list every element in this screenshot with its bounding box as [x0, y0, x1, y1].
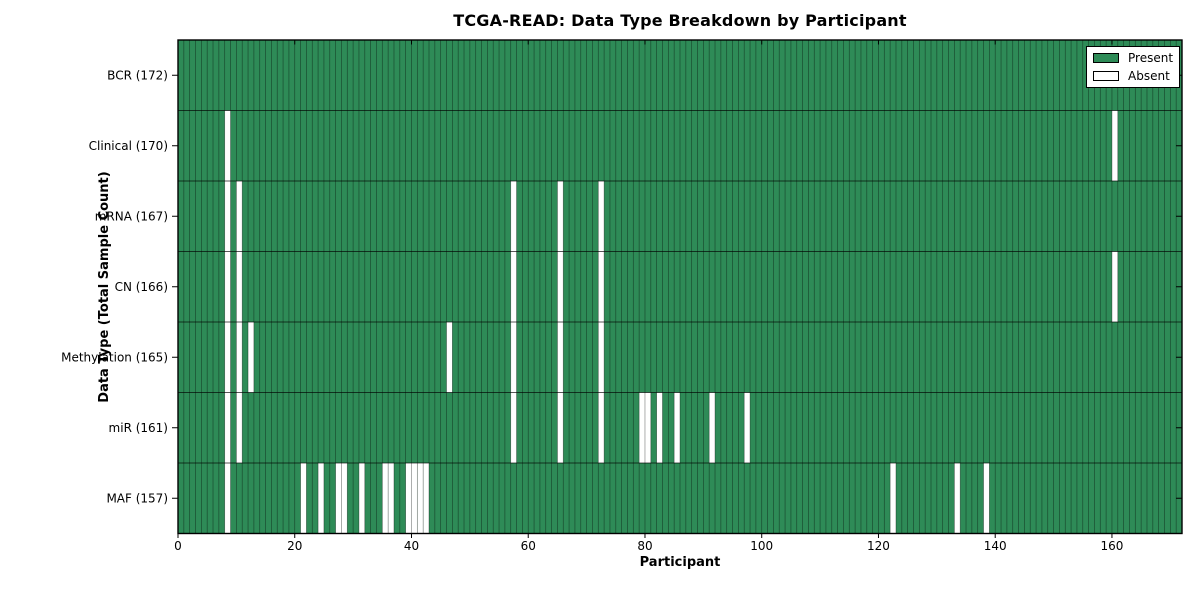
absent-swatch-icon — [1093, 71, 1119, 81]
absent-cell-miR-p97 — [744, 392, 751, 463]
absent-cell-Methylation-p8 — [224, 322, 231, 393]
absent-cell-CN-p10 — [236, 251, 243, 322]
y-tick-label: BCR (172) — [107, 69, 168, 83]
absent-cell-miR-p65 — [557, 392, 564, 463]
absent-cell-Methylation-p57 — [510, 322, 517, 393]
x-tick-label: 160 — [1100, 539, 1123, 553]
legend-item-present: Present — [1093, 52, 1173, 64]
absent-cell-MAF-p41 — [417, 463, 424, 534]
x-tick-label: 60 — [521, 539, 536, 553]
absent-cell-Methylation-p12 — [248, 322, 254, 393]
y-tick-label: MAF (157) — [106, 492, 168, 506]
heatmap-row-mRNA — [224, 181, 605, 252]
absent-cell-CN-p65 — [557, 251, 564, 322]
absent-cell-MAF-p21 — [300, 463, 307, 534]
absent-cell-CN-p72 — [598, 251, 605, 322]
absent-cell-miR-p82 — [656, 392, 663, 463]
absent-cell-Methylation-p46 — [446, 322, 453, 393]
absent-cell-mRNA-p72 — [598, 181, 605, 252]
x-tick-label: 0 — [174, 539, 182, 553]
absent-cell-MAF-p42 — [423, 463, 429, 534]
absent-cell-MAF-p133 — [954, 463, 961, 534]
absent-cell-MAF-p28 — [341, 463, 348, 534]
heatmap-row-Clinical — [224, 110, 1118, 181]
absent-cell-miR-p10 — [236, 392, 243, 463]
absent-cell-MAF-p40 — [411, 463, 418, 534]
absent-cell-miR-p8 — [224, 392, 231, 463]
absent-cell-Methylation-p72 — [598, 322, 605, 393]
heatmap-row-Methylation — [224, 322, 605, 393]
plot-border — [177, 39, 1183, 535]
legend-label-absent: Absent — [1128, 69, 1170, 83]
absent-cell-MAF-p138 — [983, 463, 990, 534]
absent-cell-MAF-p31 — [358, 463, 365, 534]
absent-cell-CN-p57 — [510, 251, 517, 322]
absent-cell-Methylation-p10 — [236, 322, 243, 393]
chart-title: TCGA-READ: Data Type Breakdown by Partic… — [453, 11, 907, 30]
y-axis-label: Data Type (Total Sample Count) — [97, 171, 112, 403]
y-tick-label: miR (161) — [109, 421, 168, 435]
heatmap-row-miR — [224, 392, 751, 463]
absent-cell-mRNA-p65 — [557, 181, 564, 252]
absent-cell-MAF-p39 — [405, 463, 412, 534]
present-swatch-icon — [1093, 53, 1119, 63]
absent-cell-miR-p91 — [709, 392, 716, 463]
absent-cell-mRNA-p10 — [236, 181, 243, 252]
legend: Present Absent — [1086, 46, 1180, 88]
absent-cell-mRNA-p57 — [510, 181, 517, 252]
x-tick-label: 40 — [404, 539, 419, 553]
x-tick-label: 140 — [984, 539, 1007, 553]
absent-cell-Clinical-p8 — [224, 110, 231, 181]
y-tick-label: Methylation (165) — [61, 351, 168, 365]
absent-cell-MAF-p27 — [335, 463, 342, 534]
x-tick-label: 120 — [867, 539, 890, 553]
legend-label-present: Present — [1128, 51, 1174, 65]
heatmap-row-MAF — [224, 463, 990, 534]
y-tick-label: CN (166) — [115, 280, 168, 294]
absent-cell-Methylation-p65 — [557, 322, 564, 393]
row-separator-lines — [178, 110, 1182, 464]
absent-cell-miR-p80 — [644, 392, 651, 463]
absent-cell-mRNA-p8 — [224, 181, 231, 252]
x-tick-label: 80 — [637, 539, 652, 553]
absent-cell-MAF-p24 — [318, 463, 324, 534]
y-tick-label: Clinical (170) — [89, 139, 168, 153]
y-tick-label: mRNA (167) — [95, 210, 168, 224]
absent-cell-CN-p8 — [224, 251, 231, 322]
absent-cell-miR-p72 — [598, 392, 605, 463]
absent-cell-MAF-p36 — [388, 463, 394, 534]
absent-cell-miR-p85 — [674, 392, 680, 463]
absent-cell-MAF-p122 — [890, 463, 896, 534]
x-axis-label: Participant — [639, 555, 721, 570]
x-tick-label: 20 — [287, 539, 302, 553]
absent-cell-MAF-p35 — [382, 463, 389, 534]
x-tick-label: 100 — [750, 539, 773, 553]
legend-item-absent: Absent — [1093, 70, 1173, 82]
absent-cell-miR-p57 — [510, 392, 517, 463]
absent-cell-miR-p79 — [639, 392, 645, 463]
absent-cell-MAF-p8 — [224, 463, 231, 534]
heatmap-row-CN — [224, 251, 1118, 322]
cell-edge-lines — [183, 40, 1177, 534]
absent-cell-Clinical-p160 — [1111, 110, 1118, 181]
absent-cell-CN-p160 — [1111, 251, 1118, 322]
